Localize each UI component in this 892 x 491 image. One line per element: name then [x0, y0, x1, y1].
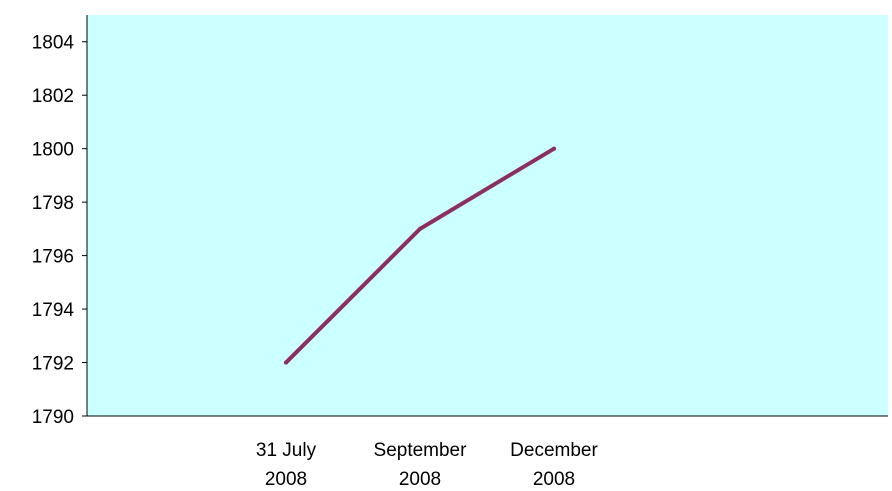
y-tick-label: 1802: [32, 86, 74, 107]
y-tick-label: 1792: [32, 354, 74, 375]
x-axis: 31 July 2008 September 2008 December 2008: [87, 415, 888, 490]
series-group: [284, 146, 556, 365]
x-tick-label: 2008: [399, 469, 441, 490]
y-tick-label: 1790: [32, 407, 74, 428]
y-tick-label: 1800: [32, 140, 74, 161]
y-tick-label: 1798: [32, 193, 74, 214]
plot-area: [87, 15, 888, 416]
x-tick-label: 31 July: [256, 440, 317, 461]
x-tick-label: 2008: [265, 469, 307, 490]
data-point: [552, 146, 556, 151]
x-tick-label: September: [374, 440, 468, 461]
y-tick-label: 1804: [32, 33, 75, 54]
data-point: [418, 226, 422, 231]
x-tick-label: December: [510, 440, 598, 461]
data-point: [284, 360, 288, 365]
y-tick-label: 1794: [32, 300, 75, 321]
y-axis: 1790 1792 1794 1796 1798 1800 1802 1804: [32, 15, 88, 428]
y-tick-label: 1796: [32, 247, 74, 268]
x-tick-label: 2008: [533, 469, 575, 490]
